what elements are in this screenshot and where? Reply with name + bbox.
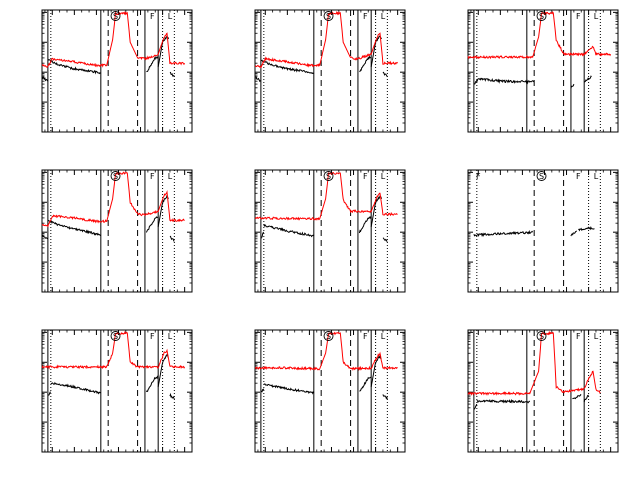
events-series-line — [146, 376, 158, 392]
events-series-line — [474, 78, 534, 84]
events-series-line — [477, 400, 530, 403]
event-marker-s: S — [539, 172, 544, 181]
events-series-line — [584, 395, 588, 402]
detector-panel-8: SFL — [255, 330, 405, 452]
events-series-line — [584, 76, 591, 82]
detector-panel-3: SFL — [468, 10, 618, 132]
event-marker-s: S — [539, 12, 544, 21]
events-series-line — [383, 394, 388, 398]
event-marker-l: L — [594, 332, 599, 341]
events-series-line — [474, 231, 533, 235]
event-marker-s: S — [326, 172, 331, 181]
plot-frame — [468, 10, 618, 132]
event-marker-l: L — [381, 172, 386, 181]
events-series-line — [571, 231, 577, 236]
events-series-line — [578, 227, 594, 230]
event-marker-f: F — [576, 332, 581, 341]
events-series-line — [371, 356, 381, 387]
event-marker-s: S — [539, 332, 544, 341]
detector-panel-6: FSFL — [468, 170, 618, 292]
event-marker-f: F — [150, 172, 155, 181]
event-marker-s: S — [326, 12, 331, 21]
events-series-line — [158, 355, 168, 387]
event-marker-f: F — [363, 332, 368, 341]
event-marker-f: F — [576, 172, 581, 181]
event-marker-f: F — [476, 172, 481, 181]
event-marker-s: S — [326, 332, 331, 341]
event-marker-f: F — [150, 332, 155, 341]
plot-frame — [42, 170, 192, 292]
events-series-line — [158, 196, 168, 227]
event-marker-l: L — [168, 332, 173, 341]
event-marker-l: L — [381, 12, 386, 21]
events-series-line — [170, 395, 175, 399]
events-series-line — [383, 238, 388, 241]
plot-frame — [42, 10, 192, 132]
event-marker-l: L — [168, 12, 173, 21]
events-series-line — [371, 196, 381, 227]
plot-frame — [255, 170, 405, 292]
events-series-line — [48, 220, 101, 235]
detector-panel-5: SFL — [255, 170, 405, 292]
detector-panel-1: SFL — [42, 10, 192, 132]
event-marker-s: S — [113, 172, 118, 181]
event-marker-f: F — [363, 172, 368, 181]
event-marker-l: L — [381, 332, 386, 341]
event-marker-s: S — [113, 12, 118, 21]
events-series-line — [359, 377, 371, 391]
event-marker-f: F — [576, 12, 581, 21]
events-series-line — [572, 395, 581, 399]
detector-panel-4: SFL — [42, 170, 192, 292]
events-series-line — [359, 217, 371, 233]
events-series-line — [158, 37, 168, 67]
event-marker-s: S — [113, 332, 118, 341]
event-marker-f: F — [363, 12, 368, 21]
event-marker-l: L — [168, 172, 173, 181]
events-series-line — [170, 236, 175, 241]
events-series-line — [170, 72, 175, 76]
detector-panel-7: SFL — [42, 330, 192, 452]
plot-frame — [468, 170, 618, 292]
events-series-line — [146, 217, 158, 232]
detector-panel-9: SFL — [468, 330, 618, 452]
event-marker-f: F — [150, 12, 155, 21]
events-series-line — [264, 384, 314, 394]
event-marker-l: L — [594, 172, 599, 181]
detector-panel-2: SFL — [255, 10, 405, 132]
plot-frame — [255, 330, 405, 452]
plot-frame — [468, 330, 618, 452]
plot-frame — [255, 10, 405, 132]
events-series-line — [383, 72, 388, 76]
events-series-line — [51, 383, 101, 394]
events-series-line — [264, 225, 314, 237]
plot-frame — [42, 330, 192, 452]
event-marker-l: L — [594, 12, 599, 21]
